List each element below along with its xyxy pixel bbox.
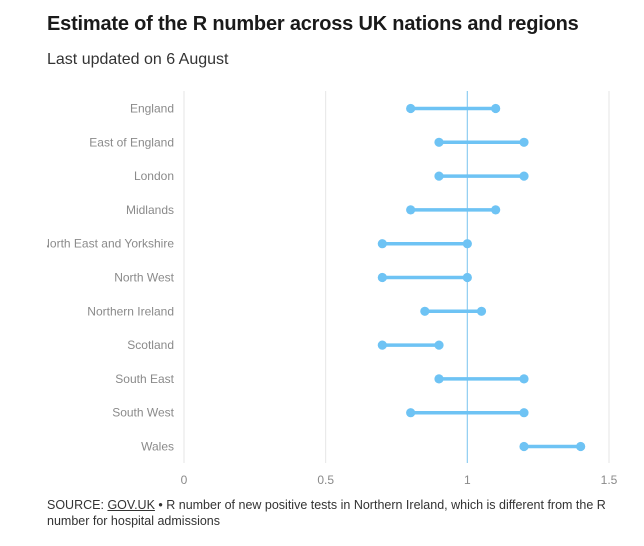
range-high-point — [491, 103, 501, 114]
category-label: Wales — [141, 440, 174, 454]
range-low-point — [406, 205, 416, 215]
chart-subtitle: Last updated on 6 August — [47, 51, 229, 68]
source-link[interactable]: GOV.UK — [107, 498, 155, 512]
category-label: North West — [114, 271, 174, 285]
chart-title: Estimate of the R number across UK natio… — [47, 13, 579, 35]
category-label: North East and Yorkshire — [41, 237, 174, 251]
category-label: East of England — [89, 135, 174, 149]
x-tick-label: 1 — [464, 473, 471, 487]
range-high-point — [434, 340, 444, 350]
range-high-point — [576, 441, 586, 452]
range-high-point — [462, 239, 472, 249]
range-high-point — [476, 306, 487, 316]
x-tick-label: 0 — [181, 473, 188, 487]
category-label: South East — [115, 372, 174, 386]
source-text: • R number of new positive tests in Nort… — [47, 498, 606, 528]
range-low-point — [420, 306, 430, 316]
range-high-point — [519, 374, 529, 384]
range-high-point — [519, 137, 529, 147]
source-note: SOURCE: GOV.UK • R number of new positiv… — [47, 497, 627, 529]
range-low-point — [519, 441, 529, 452]
range-low-point — [377, 272, 387, 283]
range-low-point — [434, 171, 444, 181]
range-low-point — [377, 340, 387, 350]
category-label: Scotland — [127, 338, 174, 352]
category-label: Midlands — [126, 203, 174, 217]
range-low-point — [406, 408, 416, 418]
range-low-point — [377, 239, 387, 249]
category-label: South West — [112, 406, 174, 420]
range-high-point — [491, 205, 501, 215]
range-low-point — [434, 137, 444, 147]
x-tick-label: 0.5 — [317, 473, 334, 487]
source-label: SOURCE: — [47, 498, 108, 512]
range-high-point — [462, 272, 472, 283]
category-label: England — [130, 102, 174, 116]
range-high-point — [519, 171, 529, 181]
range-high-point — [519, 408, 529, 418]
category-label: Northern Ireland — [87, 304, 174, 318]
range-low-point — [434, 374, 444, 384]
range-low-point — [406, 103, 416, 114]
x-tick-label: 1.5 — [601, 473, 618, 487]
category-label: London — [134, 169, 174, 183]
